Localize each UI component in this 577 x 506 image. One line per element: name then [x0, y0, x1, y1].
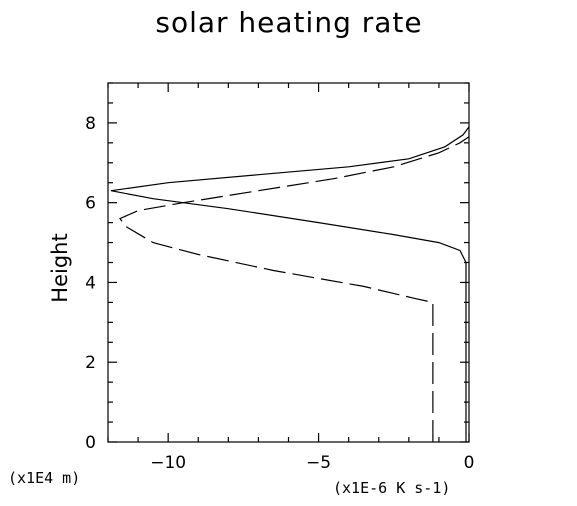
y-axis-label: Height: [48, 233, 72, 302]
y-tick-label: 6: [85, 194, 96, 214]
x-tick-label: −5: [306, 453, 331, 473]
x-axis-unit: (x1E-6 K s-1): [333, 479, 450, 497]
plot-frame: [107, 82, 470, 443]
series-group: [110, 126, 470, 442]
y-axis-ticks: 0 2 4 6 8: [85, 82, 469, 453]
y-tick-label: 2: [85, 353, 96, 373]
x-tick-label: 0: [464, 453, 475, 473]
chart-title: solar heating rate: [155, 6, 422, 39]
series-line-solid: [110, 126, 470, 442]
series-line-dashed: [119, 136, 470, 442]
y-tick-label: 4: [85, 273, 96, 293]
y-axis-unit: (x1E4 m): [8, 469, 80, 487]
y-tick-label: 0: [85, 433, 96, 453]
y-tick-label: 8: [85, 114, 96, 134]
x-axis-ticks: −10 −5 0: [107, 83, 475, 473]
x-tick-label: −10: [150, 453, 186, 473]
